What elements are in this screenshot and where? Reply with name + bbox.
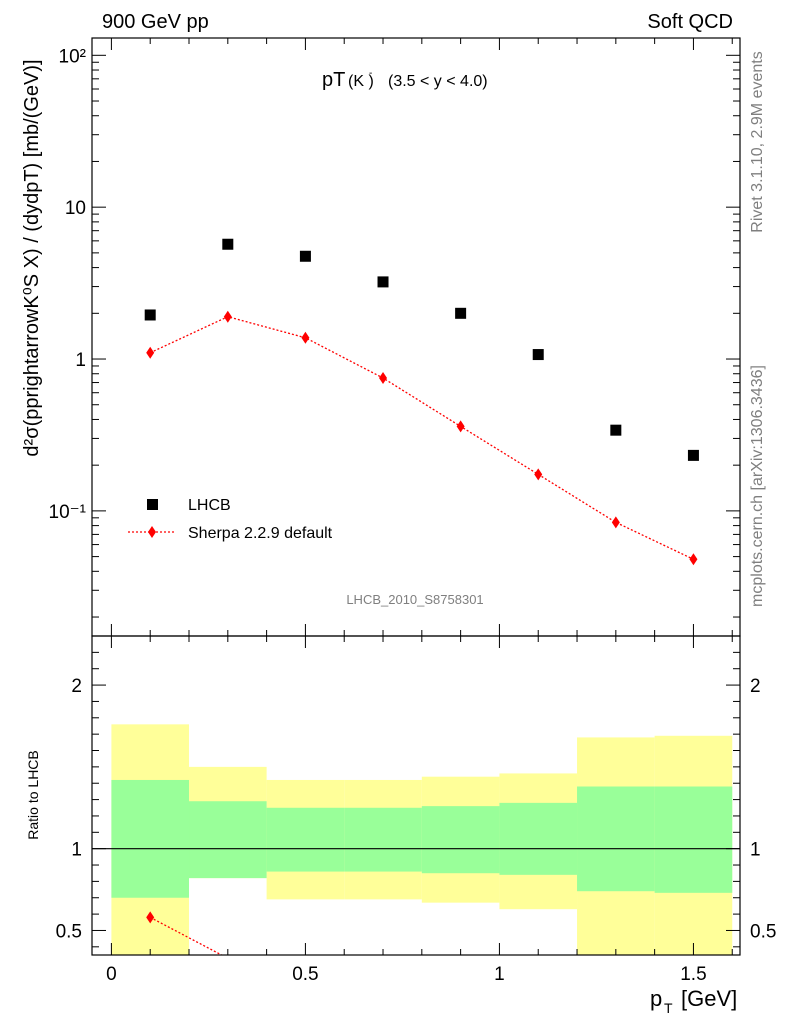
sherpa-line — [149, 316, 694, 560]
ratio-band-stat-bin-5 — [499, 802, 578, 875]
header-right-label: Soft QCD — [647, 11, 733, 33]
main-y-axis-label: d²σ(pprightarrowK⁰S X) / (dydpT) [mb/(Ge… — [21, 59, 43, 456]
ratio-sherpa-point-0 — [146, 911, 155, 924]
rivet-version-label: Rivet 3.1.10, 2.9M events — [749, 51, 766, 232]
lhcb-point-7 — [687, 449, 699, 461]
legend-marker-lhcb — [147, 499, 158, 510]
plot-title-main: pT — [322, 69, 345, 91]
y-tick-label-1: 1 — [75, 350, 86, 371]
x-tick-label-0: 0 — [106, 964, 117, 985]
x-axis-label-sub: T — [664, 1000, 673, 1016]
ratio-band-stat-bin-1 — [189, 801, 267, 879]
ratio-band-stat-bin-3 — [344, 807, 422, 872]
ratio-band-stat-bin-7 — [654, 786, 733, 893]
legend: LHCB Sherpa 2.2.9 default — [128, 497, 333, 542]
legend-marker-sherpa — [148, 526, 156, 538]
ratio-band-stat-bin-0 — [111, 779, 190, 898]
sherpa-point-3 — [379, 371, 388, 384]
sherpa-point-6 — [611, 516, 620, 529]
ratio-y-tick-label-left-2: 2 — [71, 676, 82, 697]
sherpa-point-7 — [689, 553, 698, 566]
sherpa-point-0 — [146, 346, 155, 359]
lhcb-point-5 — [532, 349, 544, 361]
lhcb-point-6 — [610, 424, 622, 436]
legend-label-lhcb: LHCB — [188, 497, 231, 514]
ratio-band-stat-bin-4 — [421, 806, 500, 874]
mcplots-label: mcplots.cern.ch [arXiv:1306.3436] — [749, 365, 766, 607]
plot-title-range: (3.5 < y < 4.0) — [388, 73, 488, 90]
legend-label-sherpa: Sherpa 2.2.9 default — [188, 525, 333, 542]
analysis-watermark: LHCB_2010_S8758301 — [346, 592, 483, 607]
ratio-y-axis-label: Ratio to LHCB — [25, 750, 41, 839]
ratio-y-tick-label-right-0: 0.5 — [750, 921, 776, 942]
header-left-label: 900 GeV pp — [102, 11, 209, 33]
sherpa-point-1 — [223, 310, 232, 323]
lhcb-point-4 — [455, 307, 467, 319]
plot-title-particle-sup: - — [369, 68, 372, 79]
main-frame — [91, 37, 741, 637]
ratio-band-stat-bin-6 — [577, 786, 655, 892]
lhcb-point-0 — [144, 309, 156, 321]
sherpa-point-5 — [534, 468, 543, 481]
ratio-y-tick-label-right-1: 1 — [750, 840, 761, 861]
y-tick-label-2: 10 — [65, 198, 86, 219]
main-panel: 10⁻¹ 1 10 10² — [49, 37, 741, 637]
ratio-y-tick-label-left-1: 1 — [71, 840, 82, 861]
x-tick-label-3: 1.5 — [680, 964, 706, 985]
ratio-y-tick-label-right-2: 2 — [750, 676, 761, 697]
ratio-band-stat-bin-2 — [266, 807, 345, 872]
x-tick-label-2: 1 — [494, 964, 505, 985]
ratio-y-tick-label-left-0: 0.5 — [56, 921, 82, 942]
ratio-frame — [91, 635, 741, 956]
sherpa-point-4 — [456, 420, 465, 433]
x-tick-label-1: 0.5 — [292, 964, 318, 985]
y-tick-label-3: 10² — [59, 46, 86, 67]
plot-title-particle: (K ) — [348, 73, 374, 90]
ratio-sherpa-line — [149, 916, 223, 955]
lhcb-point-2 — [299, 250, 311, 262]
x-axis-label-unit: [GeV] — [681, 986, 737, 1011]
lhcb-point-3 — [377, 276, 389, 288]
ratio-panel: 0 0.5 1 1.5 0.5 0.5 1 1 2 2 — [56, 635, 776, 985]
sherpa-point-2 — [301, 331, 310, 344]
x-axis-label: p — [650, 986, 662, 1011]
y-tick-label-0: 10⁻¹ — [49, 502, 87, 523]
lhcb-point-1 — [222, 238, 234, 250]
